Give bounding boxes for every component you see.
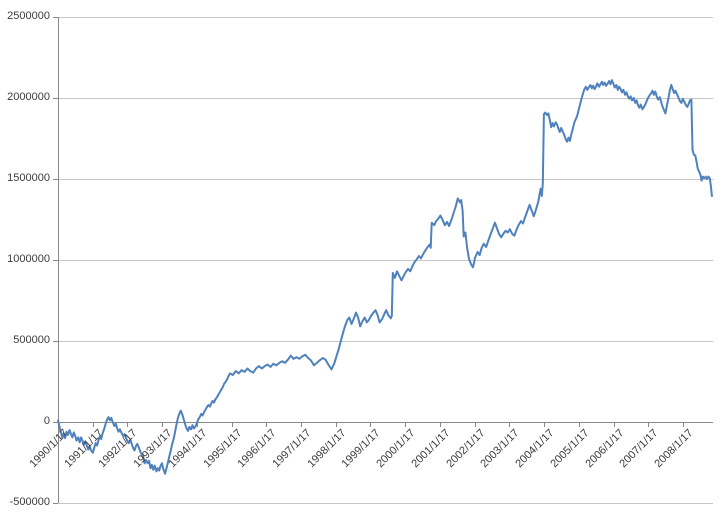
y-axis-tick-label: 0 <box>43 415 50 427</box>
data-series-line <box>57 79 713 475</box>
y-axis-tick-label: 1500000 <box>7 172 50 184</box>
y-axis-tick-label: 2500000 <box>7 10 50 22</box>
y-axis-tick-label: -500000 <box>9 496 50 508</box>
y-axis-tick-label: 2000000 <box>7 91 50 103</box>
y-axis-tick-label: 500000 <box>13 334 50 346</box>
y-axis-tick-label: 1000000 <box>7 253 50 265</box>
